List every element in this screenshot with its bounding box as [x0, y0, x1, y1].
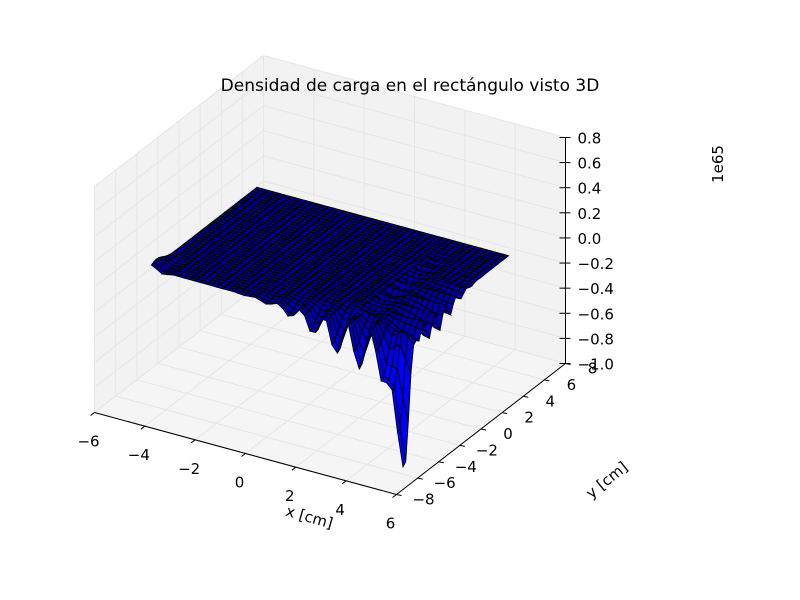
y-tick — [502, 412, 508, 415]
z-grid-line — [94, 130, 566, 263]
y-tick-label: 4 — [545, 392, 555, 410]
y-tick-label: 0 — [503, 425, 513, 443]
x-tick — [241, 453, 246, 457]
z-tick-label: −1.0 — [578, 356, 614, 374]
z-tick-label: 0.8 — [578, 130, 602, 148]
y-axis-label: y [cm] — [582, 458, 631, 502]
y-tick — [417, 477, 423, 480]
z-tick-label: 0.2 — [578, 205, 602, 223]
y-tick — [438, 461, 444, 464]
surface-mesh — [150, 186, 510, 469]
surface-patch — [397, 427, 407, 469]
y-tick — [480, 428, 487, 431]
x-tick — [90, 412, 95, 416]
y-tick — [523, 395, 529, 398]
z-tick-label: −0.8 — [578, 330, 614, 348]
y-tick-label: 6 — [567, 376, 577, 394]
x-tick-label: 2 — [285, 487, 295, 505]
x-tick-label: 0 — [235, 474, 245, 492]
z-tick-label: −0.4 — [578, 280, 614, 298]
y-tick-label: −6 — [434, 474, 456, 492]
tick-labels: −6−4−20246−8−6−4−202468−1.0−0.8−0.6−0.4−… — [77, 130, 614, 533]
z-tick-label: −0.6 — [578, 305, 614, 323]
x-tick-label: 4 — [335, 501, 345, 519]
y-tick — [544, 379, 550, 382]
chart-title: Densidad de carga en el rectángulo visto… — [221, 76, 600, 96]
y-tick-label: −4 — [455, 458, 477, 476]
x-tick — [140, 425, 146, 430]
x-tick-label: −6 — [77, 433, 99, 451]
x-tick — [392, 494, 397, 498]
z-offset-label: 1e65 — [709, 145, 727, 183]
z-grid-line — [94, 80, 566, 212]
tick-marks — [90, 137, 571, 498]
x-tick — [291, 466, 297, 471]
x-tick-label: −4 — [128, 446, 150, 464]
y-tick-label: −8 — [412, 491, 434, 509]
z-tick-label: 0.4 — [578, 180, 602, 198]
y-tick-label: −2 — [476, 441, 498, 459]
y-tick — [396, 494, 402, 496]
x-tick-label: 6 — [386, 515, 396, 533]
y-tick — [459, 444, 465, 447]
y-tick-label: 8 — [588, 360, 598, 378]
z-grid-line — [94, 54, 566, 187]
x-tick — [190, 439, 196, 444]
z-grid-line — [94, 155, 566, 288]
x-axis-label: x [cm] — [284, 502, 335, 533]
y-tick-label: 2 — [524, 409, 534, 427]
z-tick-label: 0.0 — [578, 230, 602, 248]
z-grid-line — [94, 105, 566, 238]
x-tick-label: −2 — [178, 460, 200, 478]
z-grid-line — [94, 180, 566, 313]
z-tick-label: 0.6 — [578, 155, 602, 173]
x-tick — [341, 480, 347, 485]
z-tick-label: −0.2 — [578, 255, 614, 273]
